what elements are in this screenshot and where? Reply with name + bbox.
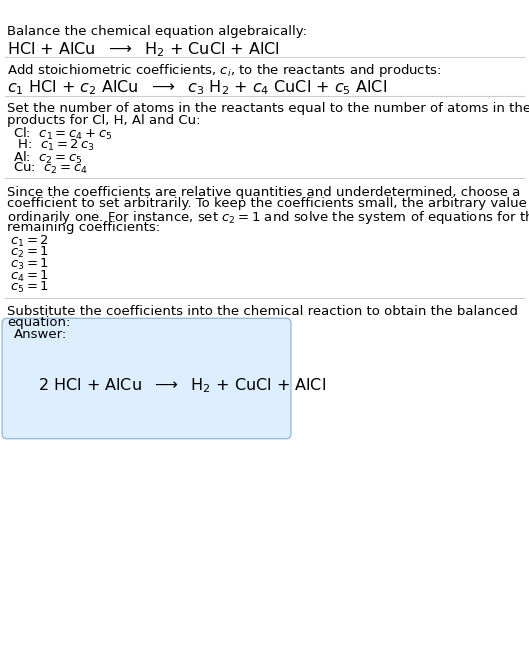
Text: $c_1$ HCl + $c_2$ AlCu  $\longrightarrow$  $c_3$ H$_2$ + $c_4$ CuCl + $c_5$ AlCl: $c_1$ HCl + $c_2$ AlCu $\longrightarrow$… bbox=[7, 78, 387, 97]
Text: Substitute the coefficients into the chemical reaction to obtain the balanced: Substitute the coefficients into the che… bbox=[7, 305, 518, 318]
Text: $c_1 = 2$: $c_1 = 2$ bbox=[10, 234, 49, 248]
Text: $c_2 = 1$: $c_2 = 1$ bbox=[10, 245, 49, 260]
Text: $c_5 = 1$: $c_5 = 1$ bbox=[10, 280, 49, 295]
Text: ordinarily one. For instance, set $c_2 = 1$ and solve the system of equations fo: ordinarily one. For instance, set $c_2 =… bbox=[7, 209, 529, 226]
Text: products for Cl, H, Al and Cu:: products for Cl, H, Al and Cu: bbox=[7, 114, 200, 127]
Text: coefficient to set arbitrarily. To keep the coefficients small, the arbitrary va: coefficient to set arbitrarily. To keep … bbox=[7, 197, 529, 210]
Text: Set the number of atoms in the reactants equal to the number of atoms in the: Set the number of atoms in the reactants… bbox=[7, 102, 529, 115]
Text: Cu:  $c_2 = c_4$: Cu: $c_2 = c_4$ bbox=[13, 161, 88, 176]
Text: Since the coefficients are relative quantities and underdetermined, choose a: Since the coefficients are relative quan… bbox=[7, 186, 520, 199]
Text: Answer:: Answer: bbox=[14, 328, 68, 341]
Text: HCl + AlCu  $\longrightarrow$  H$_2$ + CuCl + AlCl: HCl + AlCu $\longrightarrow$ H$_2$ + CuC… bbox=[7, 40, 280, 59]
Text: Cl:  $c_1 = c_4 + c_5$: Cl: $c_1 = c_4 + c_5$ bbox=[13, 126, 113, 142]
Text: remaining coefficients:: remaining coefficients: bbox=[7, 221, 160, 234]
Text: 2 HCl + AlCu  $\longrightarrow$  H$_2$ + CuCl + AlCl: 2 HCl + AlCu $\longrightarrow$ H$_2$ + C… bbox=[38, 377, 326, 395]
Text: Add stoichiometric coefficients, $c_i$, to the reactants and products:: Add stoichiometric coefficients, $c_i$, … bbox=[7, 62, 441, 79]
Text: Balance the chemical equation algebraically:: Balance the chemical equation algebraica… bbox=[7, 25, 307, 38]
Text: H:  $c_1 = 2\,c_3$: H: $c_1 = 2\,c_3$ bbox=[13, 138, 95, 153]
Text: Al:  $c_2 = c_5$: Al: $c_2 = c_5$ bbox=[13, 149, 83, 166]
FancyBboxPatch shape bbox=[2, 318, 291, 439]
Text: $c_3 = 1$: $c_3 = 1$ bbox=[10, 257, 49, 272]
Text: $c_4 = 1$: $c_4 = 1$ bbox=[10, 269, 49, 283]
Text: equation:: equation: bbox=[7, 316, 70, 329]
